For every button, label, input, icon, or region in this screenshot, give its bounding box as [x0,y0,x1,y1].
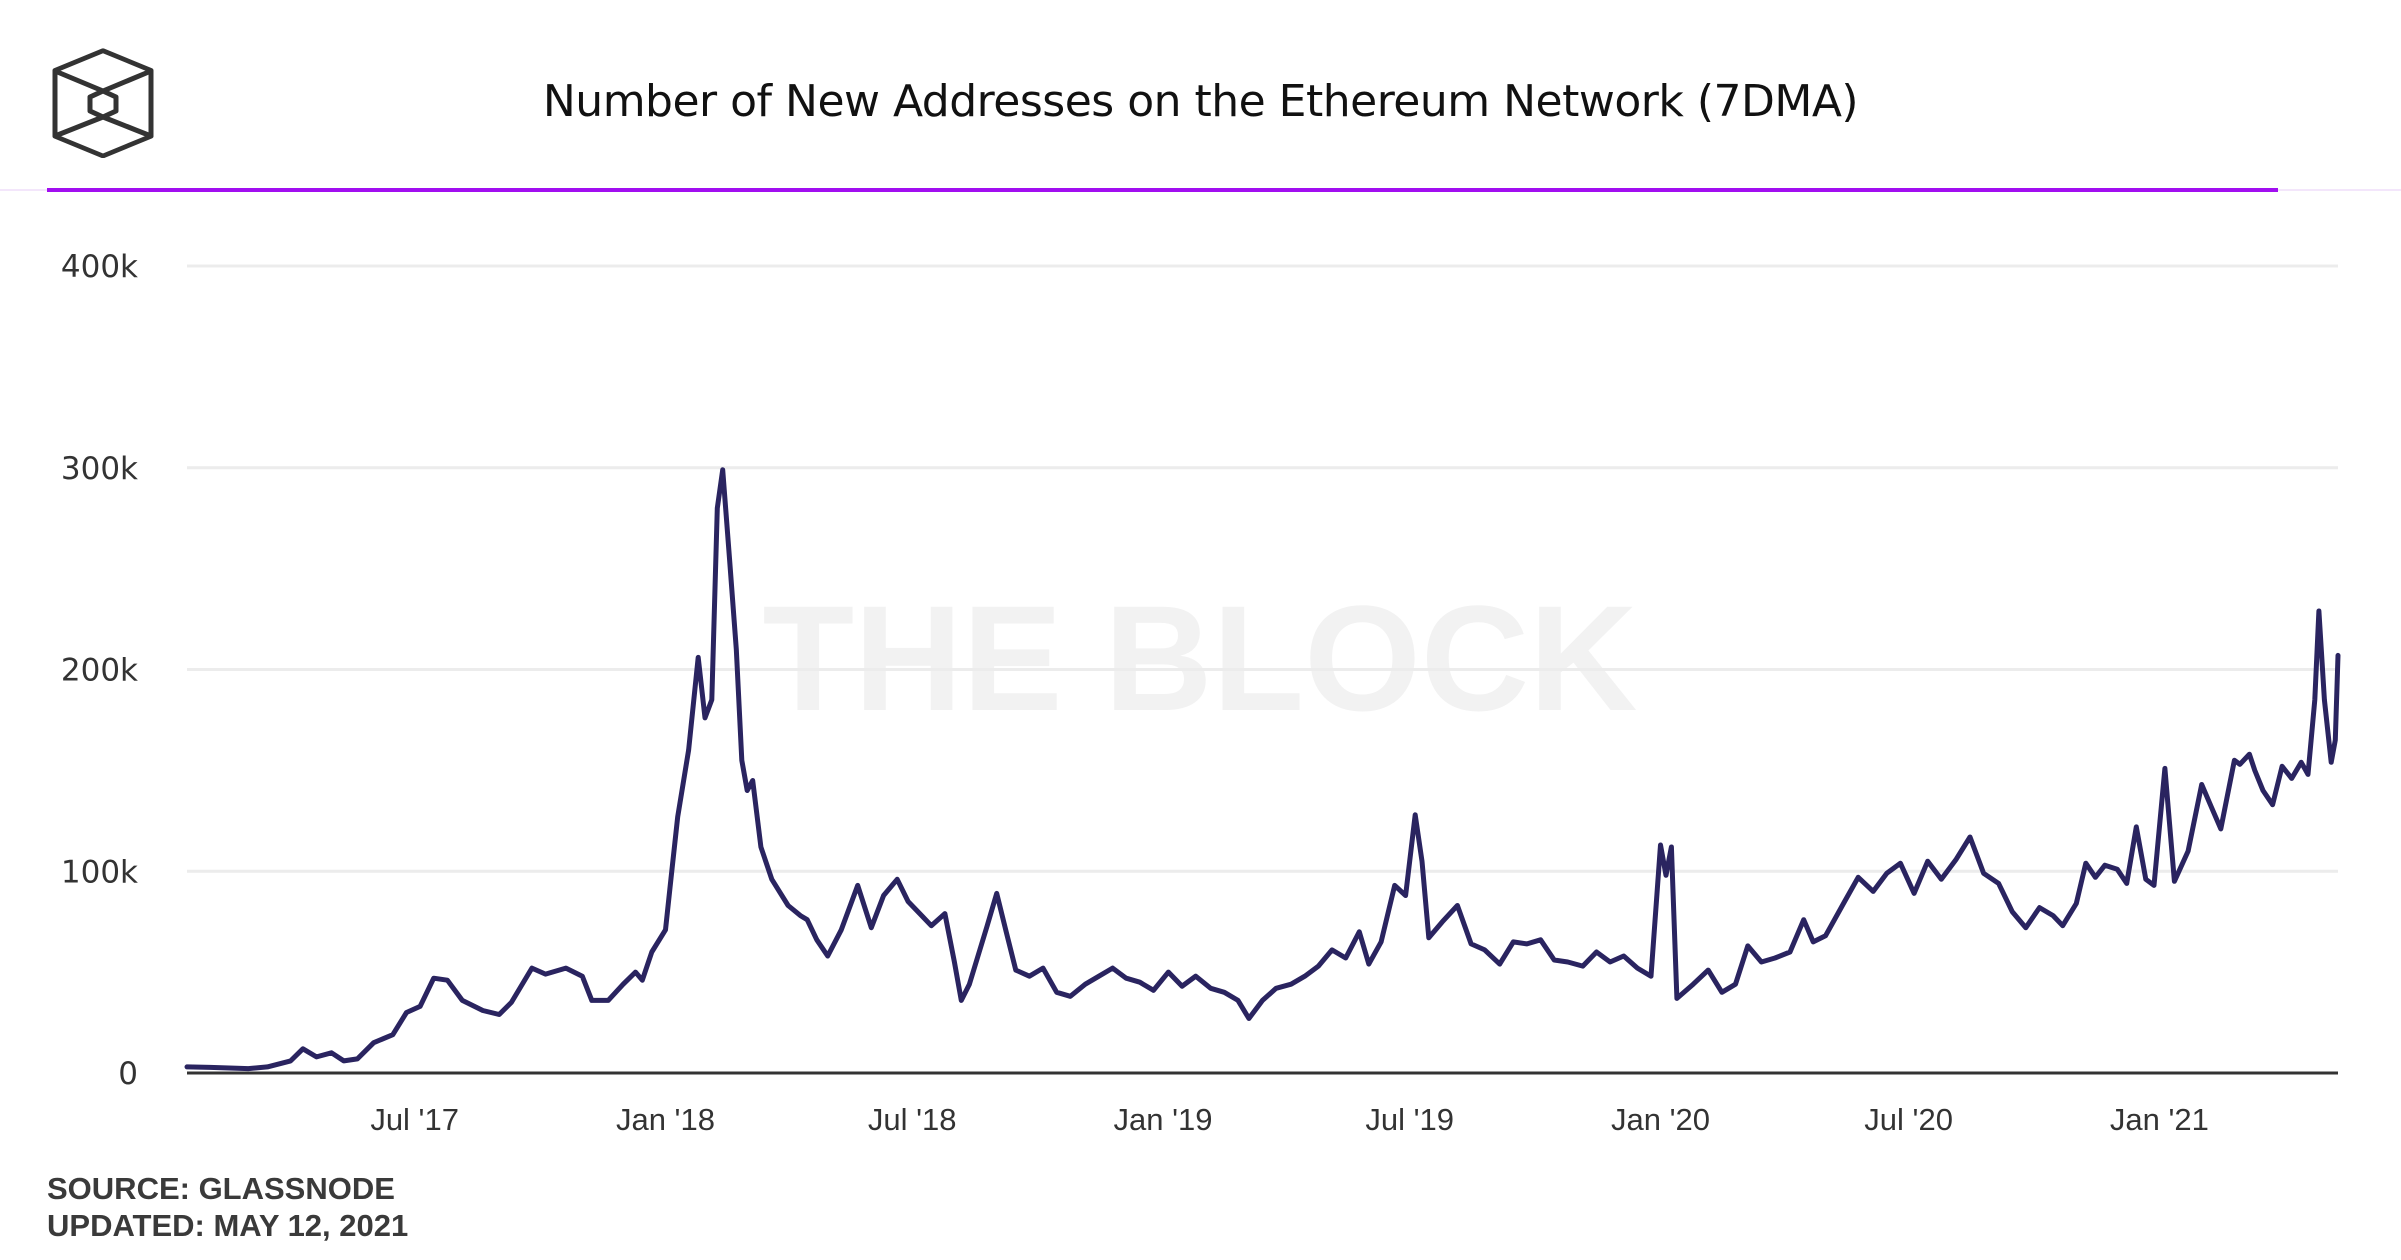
watermark: THE BLOCK [763,574,1638,742]
x-tick-label: Jul '19 [1365,1102,1454,1137]
y-tick-label: 100k [61,854,138,890]
x-tick-label: Jul '17 [370,1102,459,1137]
x-tick-label: Jul '20 [1864,1102,1953,1137]
x-tick-label: Jan '18 [616,1102,715,1137]
header-accent-rule [47,188,2278,192]
y-tick-label: 400k [61,249,138,285]
source-label: SOURCE: GLASSNODE [47,1171,395,1206]
x-tick-label: Jan '21 [2110,1102,2209,1137]
x-tick-label: Jan '20 [1611,1102,1710,1137]
y-tick-label: 300k [61,451,138,487]
series-line-new-addresses [184,467,2341,1072]
the-block-cube-logo-icon [48,46,158,159]
y-tick-label: 200k [61,653,138,689]
x-tick-label: Jan '19 [1113,1102,1212,1137]
chart-title: Number of New Addresses on the Ethereum … [542,76,1859,127]
x-tick-label: Jul '18 [868,1102,957,1137]
y-tick-label: 0 [118,1056,138,1092]
updated-label: UPDATED: MAY 12, 2021 [47,1208,409,1243]
source-note: SOURCE: GLASSNODE UPDATED: MAY 12, 2021 [47,1170,408,1244]
